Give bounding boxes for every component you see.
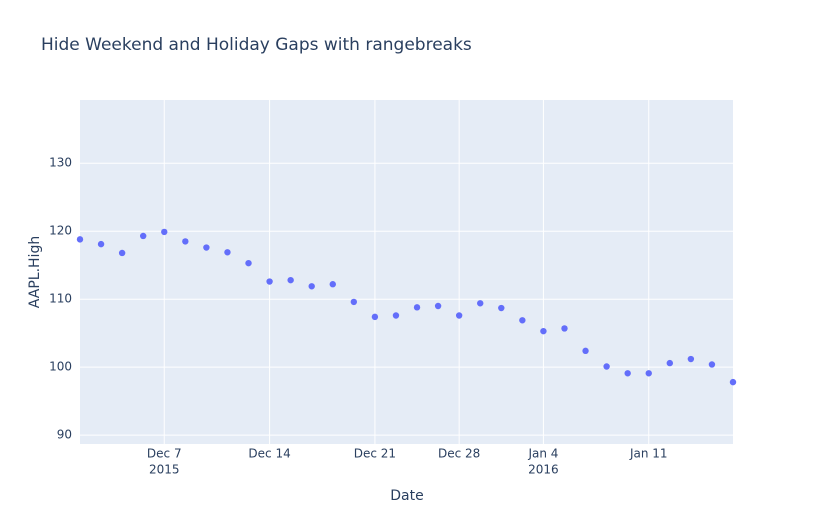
x-tick-label: Dec 21 [354, 447, 396, 461]
point [519, 317, 526, 324]
point [729, 378, 737, 386]
point [708, 361, 716, 368]
point [245, 259, 252, 267]
x-tick-label: Dec 14 [248, 447, 290, 461]
point [76, 236, 84, 243]
x-tick-label: Jan 11 [629, 447, 668, 461]
point [413, 304, 421, 311]
point [224, 249, 231, 256]
point [666, 359, 674, 367]
point [203, 244, 210, 251]
x-tick-label: Dec 7 [147, 447, 182, 461]
point [266, 278, 273, 285]
point [329, 281, 336, 288]
x-tick-label: Dec 28 [438, 447, 480, 461]
point [161, 228, 168, 236]
x-tick-year-label: 2016 [528, 463, 559, 477]
point [182, 238, 189, 245]
point [624, 370, 631, 377]
point [392, 312, 400, 319]
point [287, 276, 294, 284]
point [350, 298, 358, 306]
point [477, 300, 484, 307]
point [308, 283, 315, 290]
y-axis-title: AAPL.High [27, 236, 43, 308]
point [371, 313, 379, 321]
y-tick-label: 110 [49, 292, 72, 306]
point [118, 249, 126, 257]
x-tick-label: Jan 4 [527, 447, 558, 461]
point [603, 363, 610, 370]
y-tick-label: 90 [57, 428, 72, 442]
point [645, 370, 652, 377]
chart-title: Hide Weekend and Holiday Gaps with range… [41, 35, 472, 55]
x-tick-year-label: 2015 [149, 463, 180, 477]
point [455, 312, 463, 319]
point [498, 304, 505, 312]
y-tick-label: 100 [49, 360, 72, 374]
point [434, 302, 442, 310]
point [561, 325, 568, 332]
point [687, 355, 695, 363]
y-tick-label: 120 [49, 224, 72, 238]
point [139, 232, 147, 240]
point [582, 347, 589, 355]
x-axis-title: Date [390, 488, 423, 504]
point [540, 327, 547, 335]
point [97, 240, 105, 248]
y-tick-label: 130 [49, 156, 72, 170]
plot-area [80, 100, 733, 444]
